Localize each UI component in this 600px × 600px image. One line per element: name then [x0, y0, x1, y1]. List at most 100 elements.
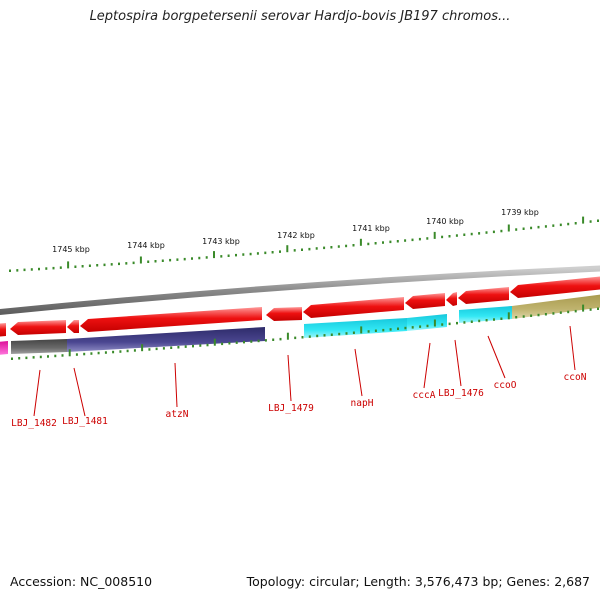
gene-arrow-2 [10, 320, 66, 335]
ruler-minor-tick [32, 356, 35, 359]
ruler-minor-tick [404, 239, 407, 242]
ruler-minor-tick [199, 344, 202, 347]
ruler-minor-tick [330, 333, 333, 336]
ruler-minor-tick [530, 314, 533, 317]
ruler-minor-tick [567, 310, 570, 314]
ruler-major-tick [68, 349, 71, 357]
gene-arrow-8 [446, 292, 457, 306]
accession-text: Accession: NC_008510 [10, 574, 153, 589]
ruler-minor-tick [323, 334, 326, 337]
ruler-minor-tick [463, 233, 466, 236]
ruler-minor-tick [205, 256, 208, 259]
ruler-minor-tick [544, 225, 547, 228]
ruler-minor-tick [249, 252, 252, 256]
ruler-minor-tick [500, 317, 503, 320]
ruler-minor-tick [455, 234, 458, 237]
ruler-minor-tick [118, 262, 120, 266]
gene-label-lbj1479: LBJ_1479 [268, 403, 314, 414]
ruler-minor-tick [52, 266, 55, 270]
ruler-minor-tick [492, 230, 495, 234]
ruler-minor-tick [169, 258, 172, 262]
ruler-minor-tick [96, 264, 99, 267]
ruler-minor-tick [81, 265, 84, 268]
gene-arrow-6 [303, 297, 404, 318]
ruler-minor-tick [389, 240, 392, 244]
ruler-minor-tick [250, 340, 253, 343]
ruler-minor-tick [470, 320, 473, 323]
gene-label-ccca: cccA [413, 390, 436, 401]
ruler-minor-tick [126, 349, 129, 353]
ruler-minor-tick [184, 345, 187, 348]
ruler-minor-tick [552, 224, 555, 227]
ruler-minor-tick [18, 357, 21, 360]
ruler-minor-tick [500, 229, 503, 233]
gene-arrow-9 [458, 287, 509, 304]
ruler-minor-tick [522, 315, 525, 318]
gene-bar-lbj1482 [11, 339, 67, 354]
gene-arrow-1 [0, 323, 6, 337]
ruler-minor-tick [426, 237, 429, 240]
ruler-minor-tick [271, 251, 274, 254]
gene-bar-ccoo [459, 306, 512, 323]
ruler-minor-tick [162, 347, 165, 350]
kbp-labels: 1745 kbp 1744 kbp 1743 kbp 1742 kbp 1741… [52, 208, 539, 254]
ruler-minor-tick [256, 252, 259, 255]
ruler-minor-tick [221, 342, 224, 346]
kbp-label: 1742 kbp [277, 231, 315, 240]
gene-label-atzn: atzN [166, 409, 189, 420]
kbp-label: 1741 kbp [352, 224, 390, 233]
ruler-minor-tick [170, 346, 173, 349]
ruler-minor-tick [470, 232, 473, 236]
inner-ruler [11, 304, 599, 360]
ruler-minor-tick [125, 262, 128, 265]
ruler-major-tick [582, 216, 585, 224]
ruler-minor-tick [537, 225, 540, 229]
ruler-minor-tick [352, 244, 355, 247]
ruler-minor-tick [367, 330, 370, 333]
ruler-major-tick [139, 256, 142, 264]
ruler-minor-tick [396, 240, 399, 243]
ruler-minor-tick [264, 251, 267, 255]
ruler-minor-tick [88, 264, 91, 267]
ruler-major-tick [141, 344, 144, 352]
ruler-minor-tick [530, 226, 533, 230]
ruler-minor-tick [154, 260, 157, 263]
ruler-major-tick [286, 245, 289, 253]
ruler-minor-tick [264, 339, 267, 342]
backbone-line [0, 265, 600, 316]
ruler-minor-tick [242, 253, 245, 256]
ruler-minor-tick [198, 256, 201, 260]
ruler-minor-tick [418, 237, 421, 241]
gene-label-ccon: ccoN [564, 372, 587, 383]
gene-label-lbj1482: LBJ_1482 [11, 418, 57, 429]
gene-arrow-3 [67, 320, 79, 333]
ruler-major-tick [507, 224, 510, 232]
ruler-minor-tick [279, 337, 282, 341]
ruler-minor-tick [257, 339, 260, 343]
ruler-minor-tick [397, 327, 399, 330]
ruler-minor-tick [132, 261, 135, 265]
ruler-minor-tick [176, 258, 179, 261]
gene-label-lbj1481: LBJ_1481 [62, 416, 108, 427]
kbp-label: 1743 kbp [202, 237, 240, 246]
ruler-minor-tick [485, 319, 488, 322]
ruler-minor-tick [426, 324, 429, 328]
ruler-minor-tick [544, 313, 547, 316]
ruler-minor-tick [161, 259, 164, 262]
ruler-minor-tick [448, 322, 451, 326]
ruler-minor-tick [515, 316, 518, 319]
ruler-major-tick [507, 312, 510, 320]
ruler-minor-tick [441, 323, 444, 326]
ruler-minor-tick [54, 354, 57, 358]
ruler-minor-tick [301, 336, 304, 339]
ruler-minor-tick [589, 308, 592, 311]
ruler-minor-tick [45, 267, 48, 270]
ruler-minor-tick [597, 219, 599, 222]
kbp-label: 1740 kbp [426, 217, 464, 226]
kbp-label: 1739 kbp [501, 208, 539, 217]
gene-label-ccoo: ccoO [494, 380, 517, 391]
ruler-minor-tick [382, 328, 385, 332]
gene-bar-ccca [407, 314, 447, 331]
ruler-major-tick [213, 251, 215, 259]
ruler-minor-tick [243, 340, 245, 344]
